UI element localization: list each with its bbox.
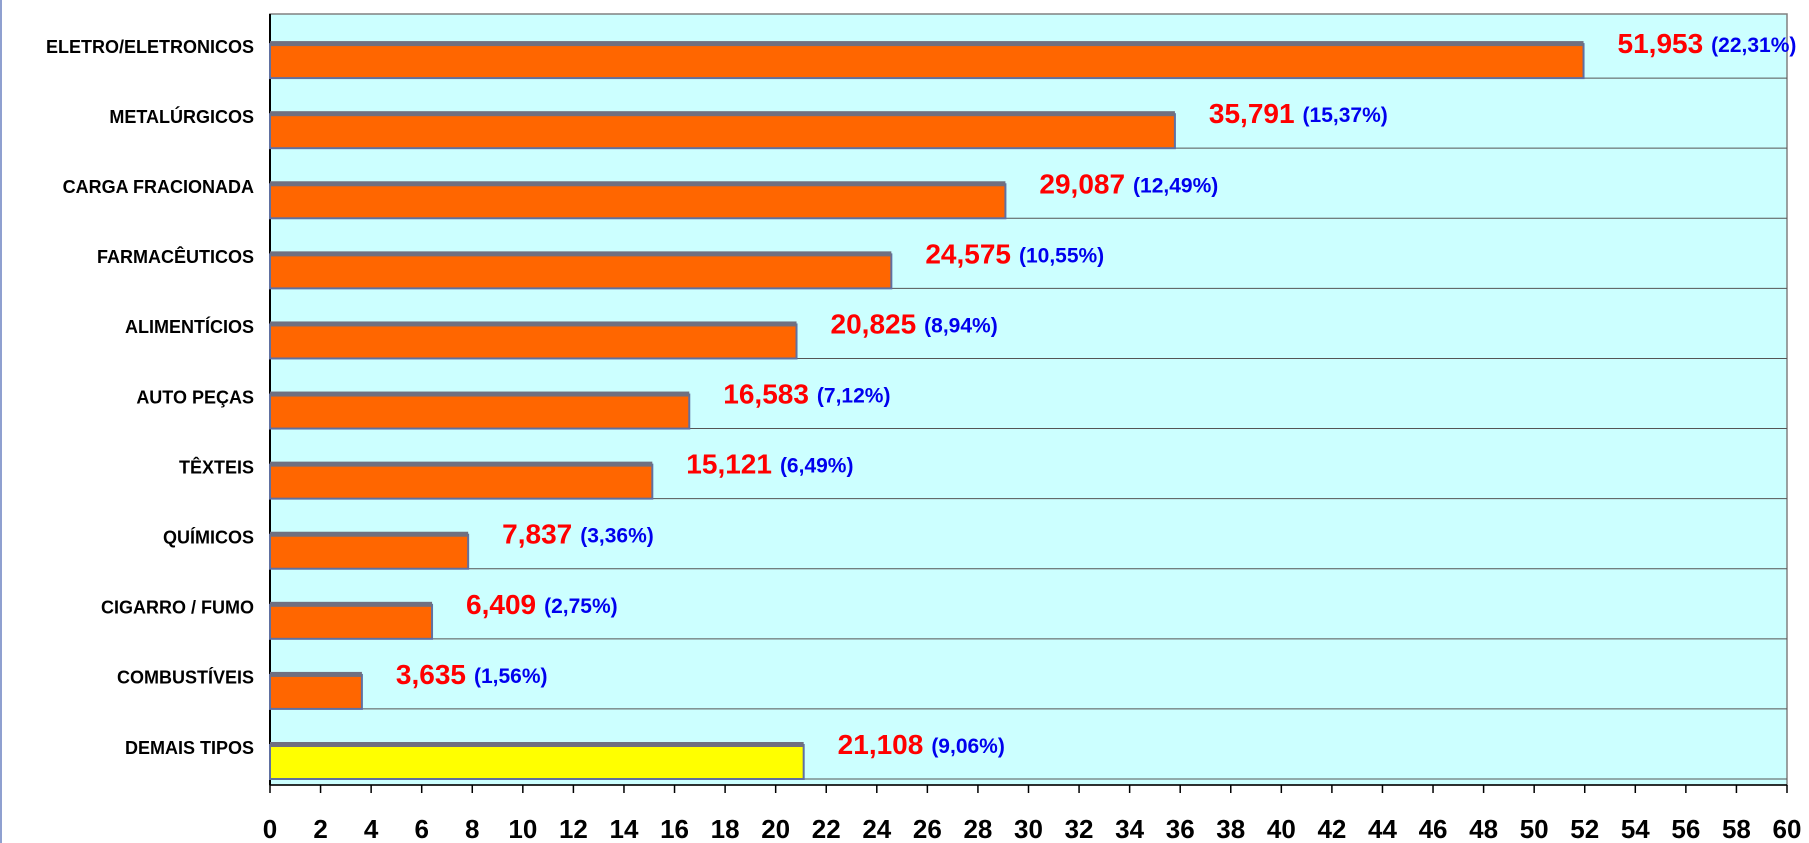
- x-tick-label: 44: [1368, 814, 1397, 843]
- share-label: (1,56%): [474, 664, 548, 687]
- value-number: 7,837: [502, 519, 572, 550]
- x-tick-label: 16: [660, 814, 689, 843]
- share-label: (22,31%): [1711, 34, 1796, 57]
- bar-top-edge: [270, 391, 690, 397]
- x-tick-label: 8: [465, 814, 479, 843]
- bar-top-edge: [270, 321, 797, 327]
- x-tick-label: 54: [1621, 814, 1650, 843]
- value-label: 3,635 (1,56%): [396, 659, 548, 690]
- x-tick-label: 10: [508, 814, 537, 843]
- bar: [269, 323, 798, 360]
- bar: [269, 744, 805, 780]
- bar-top-edge: [270, 111, 1175, 117]
- x-tick-label: 6: [414, 814, 428, 843]
- category-label: ELETRO/ELETRONICOS: [46, 37, 254, 57]
- share-label: (2,75%): [544, 594, 618, 617]
- x-tick-label: 24: [862, 814, 891, 843]
- bar: [269, 113, 1176, 150]
- x-tick-label: 48: [1469, 814, 1498, 843]
- value-label: 7,837 (3,36%): [502, 519, 654, 550]
- bar: [269, 463, 654, 500]
- bar: [269, 253, 893, 290]
- x-tick-label: 40: [1267, 814, 1296, 843]
- value-number: 15,121: [686, 449, 772, 480]
- x-tick-label: 38: [1216, 814, 1245, 843]
- value-number: 3,635: [396, 659, 466, 690]
- value-label: 29,087 (12,49%): [1039, 169, 1218, 200]
- value-label: 35,791 (15,37%): [1209, 99, 1388, 130]
- value-label: 21,108 (9,06%): [838, 729, 1005, 760]
- category-label: METALÚRGICOS: [109, 106, 254, 127]
- bar-top-edge: [270, 41, 1584, 47]
- bar-top-edge: [270, 742, 804, 747]
- bar-top-edge: [270, 531, 469, 537]
- bar-top-edge: [270, 601, 433, 607]
- category-label: CIGARRO / FUMO: [101, 598, 254, 618]
- share-label: (15,37%): [1303, 104, 1388, 127]
- bar: [269, 183, 1007, 220]
- x-tick-label: 2: [313, 814, 327, 843]
- bar-top-edge: [270, 181, 1006, 187]
- bar: [269, 393, 691, 430]
- value-number: 20,825: [831, 309, 917, 340]
- share-label: (7,12%): [817, 384, 891, 407]
- x-tick-label: 36: [1166, 814, 1195, 843]
- share-label: (3,36%): [580, 524, 654, 547]
- value-number: 24,575: [925, 239, 1011, 270]
- bar: [269, 533, 470, 570]
- x-tick-label: 50: [1520, 814, 1549, 843]
- x-tick-label: 34: [1115, 814, 1144, 843]
- bar: [269, 673, 363, 710]
- x-tick-label: 18: [711, 814, 740, 843]
- x-tick-label: 46: [1419, 814, 1448, 843]
- category-label: ALIMENTÍCIOS: [125, 316, 254, 337]
- x-tick-label: 52: [1570, 814, 1599, 843]
- share-label: (6,49%): [780, 454, 854, 477]
- x-tick-label: 0: [263, 814, 277, 843]
- value-label: 6,409 (2,75%): [466, 589, 618, 620]
- category-label: TÊXTEIS: [179, 456, 254, 477]
- value-label: 20,825 (8,94%): [831, 309, 998, 340]
- x-tick-label: 12: [559, 814, 588, 843]
- share-label: (12,49%): [1133, 174, 1218, 197]
- x-tick-label: 30: [1014, 814, 1043, 843]
- value-label: 24,575 (10,55%): [925, 239, 1104, 270]
- value-number: 21,108: [838, 729, 924, 760]
- x-tick-label: 22: [812, 814, 841, 843]
- x-tick-label: 56: [1671, 814, 1700, 843]
- share-label: (8,94%): [924, 314, 998, 337]
- category-label: QUÍMICOS: [163, 526, 254, 547]
- bar-top-edge: [270, 671, 362, 677]
- value-label: 51,953 (22,31%): [1618, 28, 1797, 59]
- x-tick-label: 4: [364, 814, 379, 843]
- x-tick-label: 60: [1773, 814, 1802, 843]
- bar: [269, 603, 434, 640]
- value-label: 15,121 (6,49%): [686, 449, 853, 480]
- x-tick-label: 26: [913, 814, 942, 843]
- category-label: CARGA FRACIONADA: [63, 177, 254, 197]
- x-tick-label: 42: [1317, 814, 1346, 843]
- category-label: DEMAIS TIPOS: [125, 738, 254, 758]
- x-tick-label: 32: [1065, 814, 1094, 843]
- share-label: (10,55%): [1019, 244, 1104, 267]
- x-tick-label: 28: [963, 814, 992, 843]
- x-tick-label: 58: [1722, 814, 1751, 843]
- value-label: 16,583 (7,12%): [723, 379, 890, 410]
- value-number: 51,953: [1618, 28, 1704, 59]
- value-number: 16,583: [723, 379, 809, 410]
- value-number: 35,791: [1209, 99, 1295, 130]
- category-label: AUTO PEÇAS: [136, 387, 254, 407]
- share-label: (9,06%): [931, 735, 1005, 758]
- category-label: FARMACÊUTICOS: [97, 246, 254, 267]
- bar-top-edge: [270, 461, 653, 467]
- bar-top-edge: [270, 251, 892, 257]
- bar: [269, 43, 1585, 80]
- value-number: 6,409: [466, 589, 536, 620]
- x-tick-label: 20: [761, 814, 790, 843]
- x-tick-label: 14: [610, 814, 639, 843]
- value-number: 29,087: [1039, 169, 1125, 200]
- category-label: COMBUSTÍVEIS: [117, 667, 254, 688]
